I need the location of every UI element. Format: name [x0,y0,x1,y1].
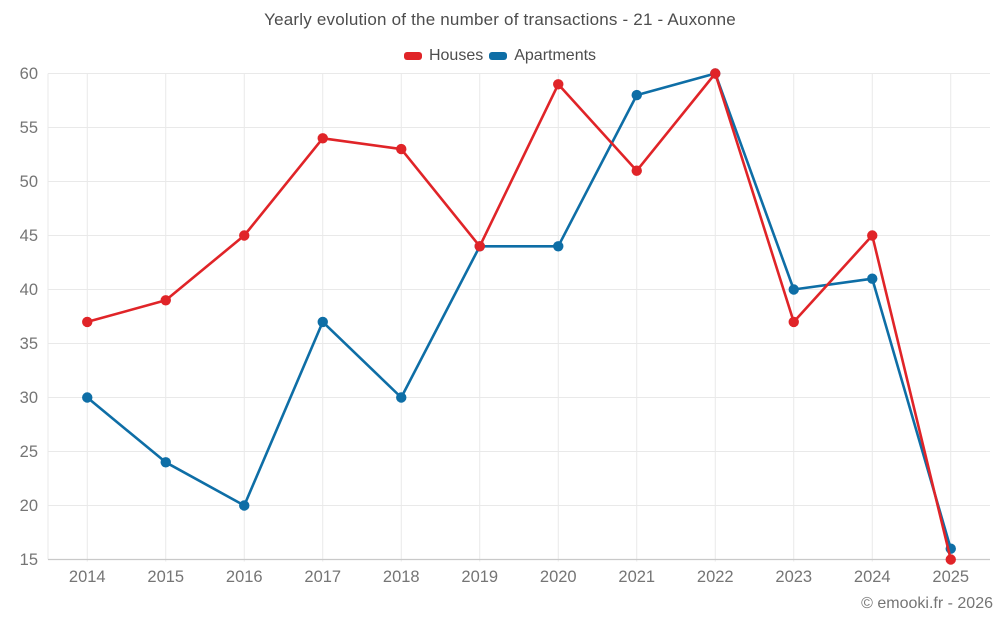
data-point-houses-2014[interactable] [82,316,93,328]
x-tick-label: 2019 [461,568,498,586]
y-tick-label: 25 [20,443,38,461]
data-point-apartments-2021[interactable] [631,89,642,101]
x-tick-label: 2017 [304,568,341,586]
legend-swatch-houses-icon [403,52,422,60]
data-point-houses-2023[interactable] [788,316,799,328]
legend-label-houses: Houses [428,47,484,64]
y-tick-label: 35 [20,335,38,353]
data-point-houses-2022[interactable] [710,68,721,79]
x-tick-label: 2023 [775,568,812,586]
y-tick-label: 30 [20,389,38,407]
copyright-text: © emooki.fr - 2026 [861,595,993,612]
data-point-apartments-2018[interactable] [396,392,407,403]
y-tick-label: 50 [20,173,38,191]
data-point-houses-2018[interactable] [396,143,407,155]
data-point-houses-2024[interactable] [867,230,878,241]
y-tick-label: 45 [20,227,38,245]
x-tick-label: 2018 [383,568,420,586]
y-tick-label: 60 [20,65,38,83]
data-point-apartments-2015[interactable] [160,457,171,468]
data-point-apartments-2020[interactable] [553,241,564,252]
legend-item-houses[interactable]: Houses [403,47,484,65]
data-point-houses-2021[interactable] [631,165,642,176]
data-point-apartments-2023[interactable] [788,284,799,295]
x-tick-label: 2016 [226,568,263,586]
series-line-apartments [85,72,953,551]
data-point-houses-2016[interactable] [239,230,250,241]
data-point-apartments-2016[interactable] [239,500,250,511]
y-tick-label: 55 [20,119,38,137]
data-point-houses-2025[interactable] [945,554,956,565]
data-point-houses-2017[interactable] [317,133,328,144]
legend-label-apartments: Apartments [514,47,597,64]
x-tick-label: 2020 [540,568,577,586]
legend-swatch-apartments-icon [489,52,508,60]
y-tick-label: 40 [20,281,38,299]
data-point-apartments-2017[interactable] [317,316,328,328]
chart-legend: Houses Apartments [0,46,1000,66]
x-tick-label: 2022 [697,568,734,586]
series-line-houses [85,72,953,561]
data-point-houses-2015[interactable] [160,295,171,306]
data-point-apartments-2014[interactable] [82,392,93,403]
x-tick-label: 2021 [618,568,655,586]
data-point-houses-2019[interactable] [474,241,485,252]
chart-title: Yearly evolution of the number of transa… [264,10,736,29]
data-point-houses-2020[interactable] [553,79,564,90]
x-tick-label: 2024 [854,568,891,586]
x-tick-label: 2025 [932,568,969,586]
x-tick-label: 2014 [69,568,106,586]
y-tick-label: 20 [20,497,38,515]
data-point-apartments-2024[interactable] [867,273,878,284]
y-tick-label: 15 [20,551,38,569]
legend-item-apartments[interactable]: Apartments [489,47,596,65]
x-tick-label: 2015 [147,568,184,586]
